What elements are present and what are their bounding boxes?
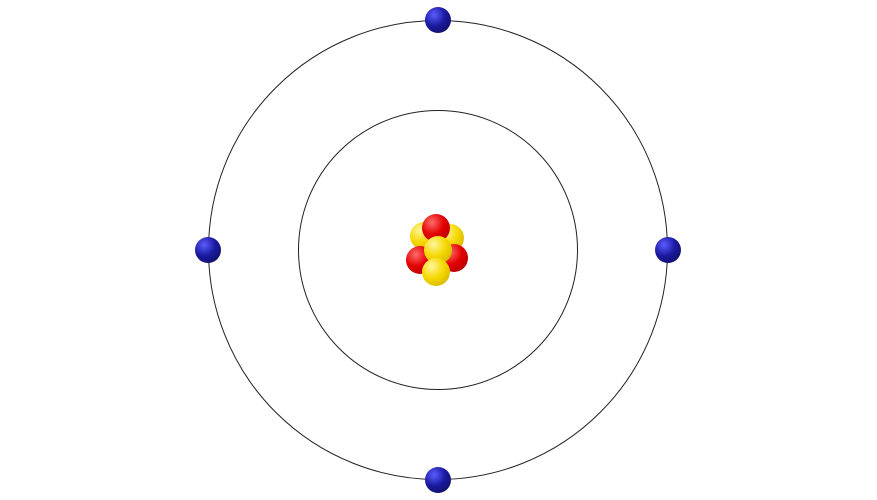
- electron: [425, 7, 451, 33]
- electron: [195, 237, 221, 263]
- nucleus-particle: [422, 258, 450, 286]
- electron: [425, 467, 451, 493]
- electron: [655, 237, 681, 263]
- atom-diagram: [0, 0, 877, 500]
